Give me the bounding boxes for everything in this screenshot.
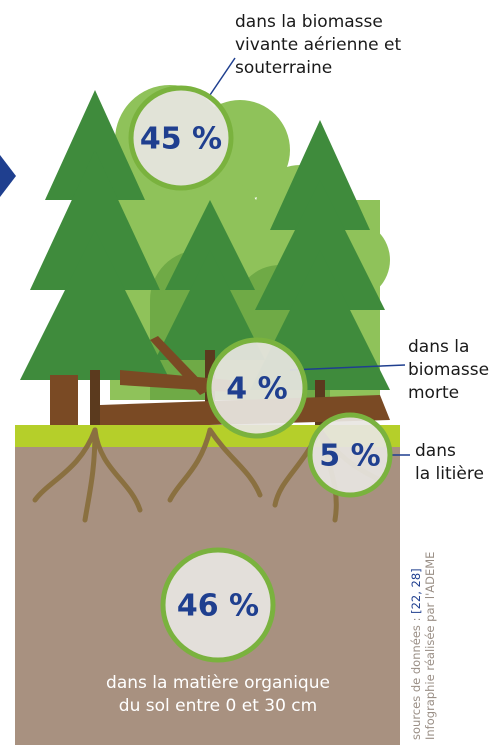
label-line: morte [408, 383, 459, 403]
label-line: du sol entre 0 et 30 cm [119, 696, 317, 716]
page: {"callouts": { "living": {"value_label":… [0, 0, 496, 745]
label-line: dans la [408, 337, 469, 357]
sources: sources de données : [22, 28] [409, 568, 423, 740]
label-line: vivante aérienne et [235, 35, 401, 55]
label-line: dans [415, 441, 456, 461]
sources-prefix: sources de données : [409, 614, 423, 740]
value-label: 45 % [140, 122, 222, 157]
value-label: 46 % [177, 589, 259, 624]
sources-link[interactable]: [22, 28] [409, 568, 423, 614]
infographic: 45 % 4 % 5 % 46 % dans la biomasse vivan… [0, 0, 496, 745]
arrow [0, 155, 16, 197]
label-line: dans la biomasse [235, 12, 383, 32]
value-label: 4 % [226, 372, 287, 407]
label-line: dans la matière organique [106, 673, 330, 693]
value-label: 5 % [319, 439, 380, 474]
label-line: la litière [415, 464, 484, 484]
label-line: biomasse [408, 360, 489, 380]
author: Infographie réalisée par l'ADEME [423, 552, 437, 740]
label-line: souterraine [235, 58, 332, 78]
